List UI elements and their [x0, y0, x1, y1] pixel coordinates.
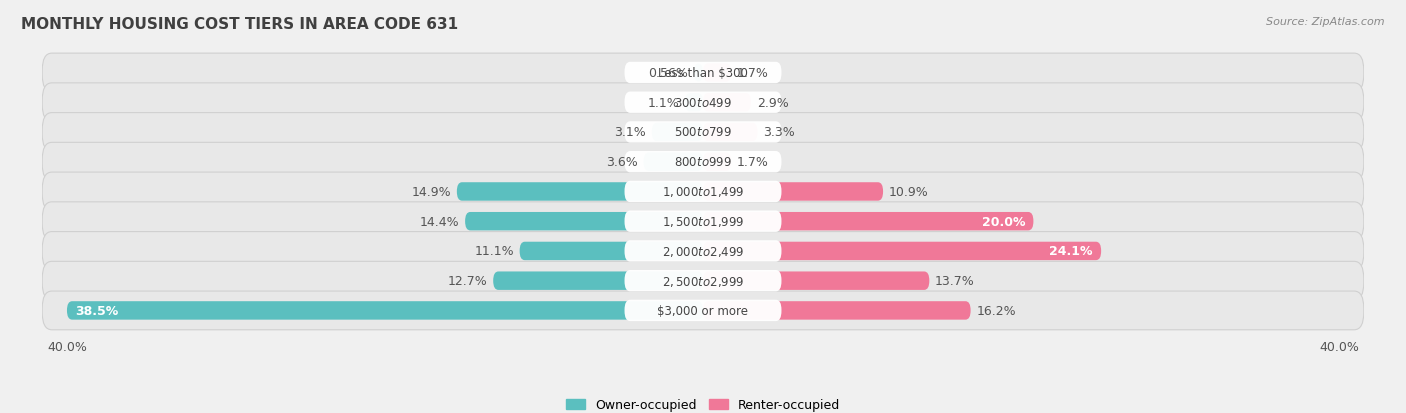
Text: Source: ZipAtlas.com: Source: ZipAtlas.com [1267, 17, 1385, 26]
FancyBboxPatch shape [42, 54, 1364, 93]
Text: $2,500 to $2,999: $2,500 to $2,999 [662, 274, 744, 288]
Text: 20.0%: 20.0% [981, 215, 1025, 228]
FancyBboxPatch shape [42, 143, 1364, 182]
Text: 0.56%: 0.56% [648, 67, 688, 80]
FancyBboxPatch shape [693, 64, 703, 83]
Text: 3.6%: 3.6% [606, 156, 638, 169]
FancyBboxPatch shape [67, 301, 703, 320]
FancyBboxPatch shape [465, 212, 703, 231]
FancyBboxPatch shape [624, 271, 782, 292]
FancyBboxPatch shape [703, 272, 929, 290]
FancyBboxPatch shape [703, 153, 731, 171]
Text: 10.9%: 10.9% [889, 185, 928, 199]
FancyBboxPatch shape [624, 300, 782, 321]
FancyBboxPatch shape [624, 211, 782, 233]
FancyBboxPatch shape [520, 242, 703, 261]
FancyBboxPatch shape [42, 262, 1364, 300]
FancyBboxPatch shape [624, 152, 782, 173]
Text: 14.9%: 14.9% [412, 185, 451, 199]
FancyBboxPatch shape [42, 232, 1364, 271]
FancyBboxPatch shape [624, 122, 782, 143]
Text: 3.1%: 3.1% [614, 126, 645, 139]
FancyBboxPatch shape [652, 123, 703, 142]
Text: 1.7%: 1.7% [737, 67, 769, 80]
FancyBboxPatch shape [624, 181, 782, 203]
Text: 16.2%: 16.2% [976, 304, 1017, 317]
Text: 11.1%: 11.1% [474, 245, 513, 258]
Text: $2,000 to $2,499: $2,000 to $2,499 [662, 244, 744, 258]
Text: $500 to $799: $500 to $799 [673, 126, 733, 139]
Text: 40.0%: 40.0% [1319, 340, 1358, 353]
Text: 38.5%: 38.5% [75, 304, 118, 317]
Text: $800 to $999: $800 to $999 [673, 156, 733, 169]
FancyBboxPatch shape [703, 123, 758, 142]
FancyBboxPatch shape [703, 242, 1101, 261]
FancyBboxPatch shape [703, 94, 751, 112]
FancyBboxPatch shape [42, 84, 1364, 122]
Text: 1.1%: 1.1% [647, 97, 679, 109]
FancyBboxPatch shape [624, 92, 782, 114]
Text: 1.7%: 1.7% [737, 156, 769, 169]
FancyBboxPatch shape [42, 173, 1364, 211]
FancyBboxPatch shape [644, 153, 703, 171]
Text: $3,000 or more: $3,000 or more [658, 304, 748, 317]
FancyBboxPatch shape [624, 241, 782, 262]
Text: 12.7%: 12.7% [447, 275, 488, 287]
Legend: Owner-occupied, Renter-occupied: Owner-occupied, Renter-occupied [561, 393, 845, 413]
Text: 14.4%: 14.4% [420, 215, 460, 228]
FancyBboxPatch shape [42, 113, 1364, 152]
FancyBboxPatch shape [685, 94, 703, 112]
Text: 24.1%: 24.1% [1049, 245, 1092, 258]
FancyBboxPatch shape [42, 291, 1364, 330]
Text: $1,500 to $1,999: $1,500 to $1,999 [662, 215, 744, 229]
Text: 3.3%: 3.3% [763, 126, 794, 139]
FancyBboxPatch shape [703, 301, 970, 320]
Text: 2.9%: 2.9% [756, 97, 789, 109]
Text: MONTHLY HOUSING COST TIERS IN AREA CODE 631: MONTHLY HOUSING COST TIERS IN AREA CODE … [21, 17, 458, 31]
Text: Less than $300: Less than $300 [658, 67, 748, 80]
FancyBboxPatch shape [703, 183, 883, 201]
Text: $300 to $499: $300 to $499 [673, 97, 733, 109]
Text: $1,000 to $1,499: $1,000 to $1,499 [662, 185, 744, 199]
FancyBboxPatch shape [42, 202, 1364, 241]
Text: 40.0%: 40.0% [48, 340, 87, 353]
FancyBboxPatch shape [624, 63, 782, 84]
Text: 13.7%: 13.7% [935, 275, 974, 287]
FancyBboxPatch shape [703, 64, 731, 83]
FancyBboxPatch shape [494, 272, 703, 290]
FancyBboxPatch shape [457, 183, 703, 201]
FancyBboxPatch shape [703, 212, 1033, 231]
